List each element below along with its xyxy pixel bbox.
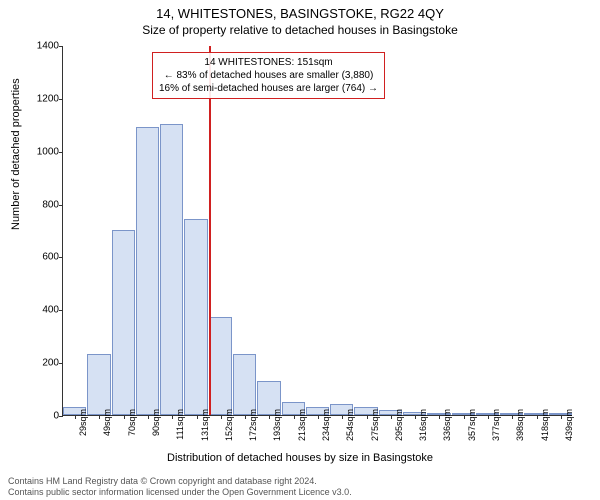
x-tick-label: 111sqm [175, 409, 185, 449]
x-tick-mark [294, 415, 295, 419]
x-tick-label: 439sqm [564, 409, 574, 449]
y-tick-label: 1400 [21, 41, 59, 52]
histogram-bar [184, 219, 207, 415]
histogram-bar [209, 317, 232, 415]
y-tick-label: 400 [21, 305, 59, 316]
x-tick-mark [245, 415, 246, 419]
x-tick-label: 172sqm [248, 409, 258, 449]
histogram-bar [87, 354, 110, 415]
x-tick-mark [124, 415, 125, 419]
footer-line1: Contains HM Land Registry data © Crown c… [8, 476, 592, 487]
x-tick-mark [269, 415, 270, 419]
annotation-line3: 16% of semi-detached houses are larger (… [159, 82, 378, 95]
x-tick-mark [148, 415, 149, 419]
x-tick-mark [172, 415, 173, 419]
x-tick-mark [221, 415, 222, 419]
x-tick-mark [99, 415, 100, 419]
x-tick-label: 295sqm [394, 409, 404, 449]
x-tick-label: 398sqm [515, 409, 525, 449]
histogram-bar [112, 230, 135, 415]
x-tick-mark [415, 415, 416, 419]
y-tick-mark [59, 152, 63, 153]
y-tick-label: 0 [21, 411, 59, 422]
y-tick-mark [59, 363, 63, 364]
x-tick-label: 49sqm [102, 409, 112, 449]
x-tick-label: 336sqm [442, 409, 452, 449]
page-title: 14, WHITESTONES, BASINGSTOKE, RG22 4QY [0, 0, 600, 21]
y-tick-label: 800 [21, 199, 59, 210]
x-tick-label: 418sqm [540, 409, 550, 449]
x-tick-mark [488, 415, 489, 419]
x-tick-label: 357sqm [467, 409, 477, 449]
x-tick-label: 377sqm [491, 409, 501, 449]
x-tick-mark [391, 415, 392, 419]
x-tick-mark [342, 415, 343, 419]
x-tick-mark [75, 415, 76, 419]
x-tick-label: 254sqm [345, 409, 355, 449]
page-subtitle: Size of property relative to detached ho… [0, 21, 600, 37]
x-tick-mark [439, 415, 440, 419]
x-tick-mark [318, 415, 319, 419]
plot: 020040060080010001200140029sqm49sqm70sqm… [62, 46, 572, 416]
y-tick-label: 1000 [21, 146, 59, 157]
x-axis-label: Distribution of detached houses by size … [0, 452, 600, 464]
histogram-bar [233, 354, 256, 415]
x-tick-mark [512, 415, 513, 419]
y-tick-mark [59, 310, 63, 311]
y-tick-mark [59, 99, 63, 100]
x-tick-label: 29sqm [78, 409, 88, 449]
x-tick-mark [367, 415, 368, 419]
x-tick-label: 70sqm [127, 409, 137, 449]
x-tick-label: 213sqm [297, 409, 307, 449]
histogram-bar [160, 124, 183, 415]
y-tick-mark [59, 46, 63, 47]
x-tick-label: 316sqm [418, 409, 428, 449]
footer: Contains HM Land Registry data © Crown c… [8, 476, 592, 498]
footer-line2: Contains public sector information licen… [8, 487, 592, 498]
x-tick-mark [537, 415, 538, 419]
annotation-line2: ← 83% of detached houses are smaller (3,… [159, 69, 378, 82]
x-tick-mark [561, 415, 562, 419]
y-tick-label: 600 [21, 252, 59, 263]
histogram-bar [136, 127, 159, 415]
x-tick-label: 152sqm [224, 409, 234, 449]
y-tick-label: 200 [21, 358, 59, 369]
y-tick-label: 1200 [21, 93, 59, 104]
x-tick-label: 90sqm [151, 409, 161, 449]
x-tick-label: 275sqm [370, 409, 380, 449]
annotation-box: 14 WHITESTONES: 151sqm ← 83% of detached… [152, 52, 385, 99]
y-tick-mark [59, 205, 63, 206]
chart-area: 020040060080010001200140029sqm49sqm70sqm… [62, 46, 572, 416]
x-tick-mark [464, 415, 465, 419]
x-tick-label: 193sqm [272, 409, 282, 449]
y-tick-mark [59, 257, 63, 258]
y-tick-mark [59, 416, 63, 417]
x-tick-label: 131sqm [200, 409, 210, 449]
annotation-line1: 14 WHITESTONES: 151sqm [159, 56, 378, 69]
x-tick-label: 234sqm [321, 409, 331, 449]
property-marker-line [209, 46, 211, 415]
x-tick-mark [197, 415, 198, 419]
